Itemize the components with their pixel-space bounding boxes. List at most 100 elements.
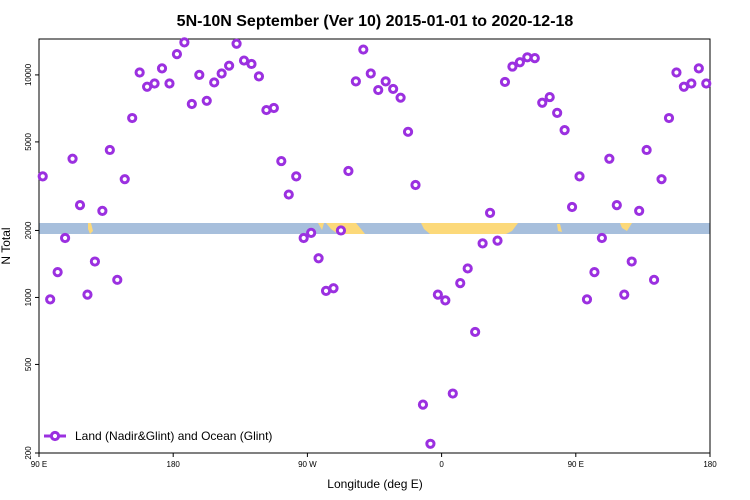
data-point bbox=[529, 52, 540, 64]
data-point bbox=[566, 201, 578, 213]
data-point bbox=[89, 256, 101, 267]
land-segment bbox=[421, 223, 518, 234]
data-point bbox=[596, 232, 607, 244]
data-point bbox=[626, 256, 637, 267]
data-point bbox=[97, 205, 108, 216]
data-point bbox=[164, 78, 175, 89]
y-tick-label: 200 bbox=[24, 446, 33, 460]
plot-frame bbox=[38, 38, 711, 454]
data-points bbox=[37, 37, 712, 449]
land-segment bbox=[318, 223, 324, 230]
data-point bbox=[410, 179, 421, 191]
x-tick-label: 0 bbox=[439, 460, 444, 469]
land-segment bbox=[557, 224, 562, 232]
data-point bbox=[462, 263, 473, 274]
data-point bbox=[701, 78, 712, 89]
data-point bbox=[514, 57, 525, 68]
y-tick-label: 2000 bbox=[24, 221, 33, 239]
legend: Land (Nadir&Glint) and Ocean (Glint) bbox=[44, 429, 272, 443]
x-axis-label: Longitude (deg E) bbox=[327, 477, 422, 491]
data-point bbox=[67, 153, 78, 164]
data-point bbox=[365, 68, 376, 79]
data-point bbox=[619, 289, 630, 300]
data-point bbox=[238, 55, 250, 66]
data-point bbox=[634, 205, 645, 216]
data-point bbox=[663, 112, 675, 124]
data-point bbox=[343, 165, 354, 177]
data-point bbox=[253, 71, 265, 82]
data-point bbox=[194, 69, 205, 81]
data-point bbox=[447, 388, 458, 399]
data-point bbox=[224, 60, 235, 71]
data-point bbox=[537, 97, 548, 108]
data-point bbox=[358, 44, 369, 55]
data-point bbox=[59, 232, 71, 244]
data-point bbox=[246, 58, 257, 70]
data-point bbox=[425, 438, 436, 449]
data-point bbox=[283, 189, 294, 200]
land-segment bbox=[620, 223, 632, 231]
data-point bbox=[671, 67, 682, 78]
data-point bbox=[470, 326, 481, 338]
data-point bbox=[544, 91, 555, 103]
y-tick-label: 10000 bbox=[24, 63, 33, 86]
data-point bbox=[112, 274, 123, 285]
data-point bbox=[440, 295, 451, 306]
data-point bbox=[171, 49, 183, 60]
data-point bbox=[492, 235, 503, 246]
data-point bbox=[484, 207, 496, 218]
data-point bbox=[127, 112, 138, 124]
data-point bbox=[477, 238, 488, 249]
data-point bbox=[298, 232, 309, 244]
data-point bbox=[306, 227, 317, 239]
y-tick-label: 500 bbox=[24, 357, 33, 371]
y-axis-label: N Total bbox=[0, 227, 13, 264]
data-point bbox=[641, 144, 652, 156]
data-point bbox=[134, 67, 145, 78]
x-tick-label: 90 W bbox=[298, 460, 317, 469]
data-point bbox=[74, 200, 86, 211]
data-point bbox=[402, 126, 414, 137]
data-point bbox=[276, 155, 287, 167]
data-point bbox=[156, 63, 168, 74]
data-point bbox=[216, 68, 227, 79]
data-point bbox=[335, 225, 347, 236]
data-point bbox=[388, 83, 399, 95]
data-point bbox=[395, 92, 406, 103]
x-tick-label: 90 E bbox=[568, 460, 584, 469]
data-point bbox=[589, 266, 600, 278]
data-point bbox=[186, 98, 197, 110]
data-point bbox=[417, 399, 429, 410]
data-point bbox=[432, 289, 443, 300]
data-point bbox=[604, 153, 615, 164]
data-point bbox=[313, 253, 324, 264]
data-point bbox=[104, 144, 115, 156]
data-point bbox=[611, 200, 622, 211]
legend-marker bbox=[49, 430, 61, 442]
data-point bbox=[82, 289, 93, 300]
data-point bbox=[119, 174, 130, 185]
data-point bbox=[373, 84, 384, 96]
data-point bbox=[231, 38, 242, 49]
x-tick-label: 180 bbox=[703, 460, 717, 469]
data-point bbox=[328, 283, 339, 294]
data-point bbox=[291, 171, 302, 182]
data-point bbox=[559, 124, 570, 136]
data-point bbox=[455, 278, 466, 289]
data-point bbox=[648, 274, 660, 285]
ocean-band bbox=[39, 223, 710, 234]
x-tick-label: 90 E bbox=[31, 460, 47, 469]
data-point bbox=[268, 102, 279, 114]
data-point bbox=[45, 294, 56, 305]
data-point bbox=[380, 76, 391, 87]
data-point bbox=[686, 78, 697, 89]
data-point bbox=[507, 61, 518, 72]
data-point bbox=[656, 174, 667, 185]
data-point bbox=[350, 76, 361, 87]
data-point bbox=[581, 294, 593, 305]
data-point bbox=[179, 37, 190, 48]
legend-label: Land (Nadir&Glint) and Ocean (Glint) bbox=[75, 429, 272, 443]
data-point bbox=[52, 266, 63, 278]
data-point bbox=[37, 171, 48, 182]
